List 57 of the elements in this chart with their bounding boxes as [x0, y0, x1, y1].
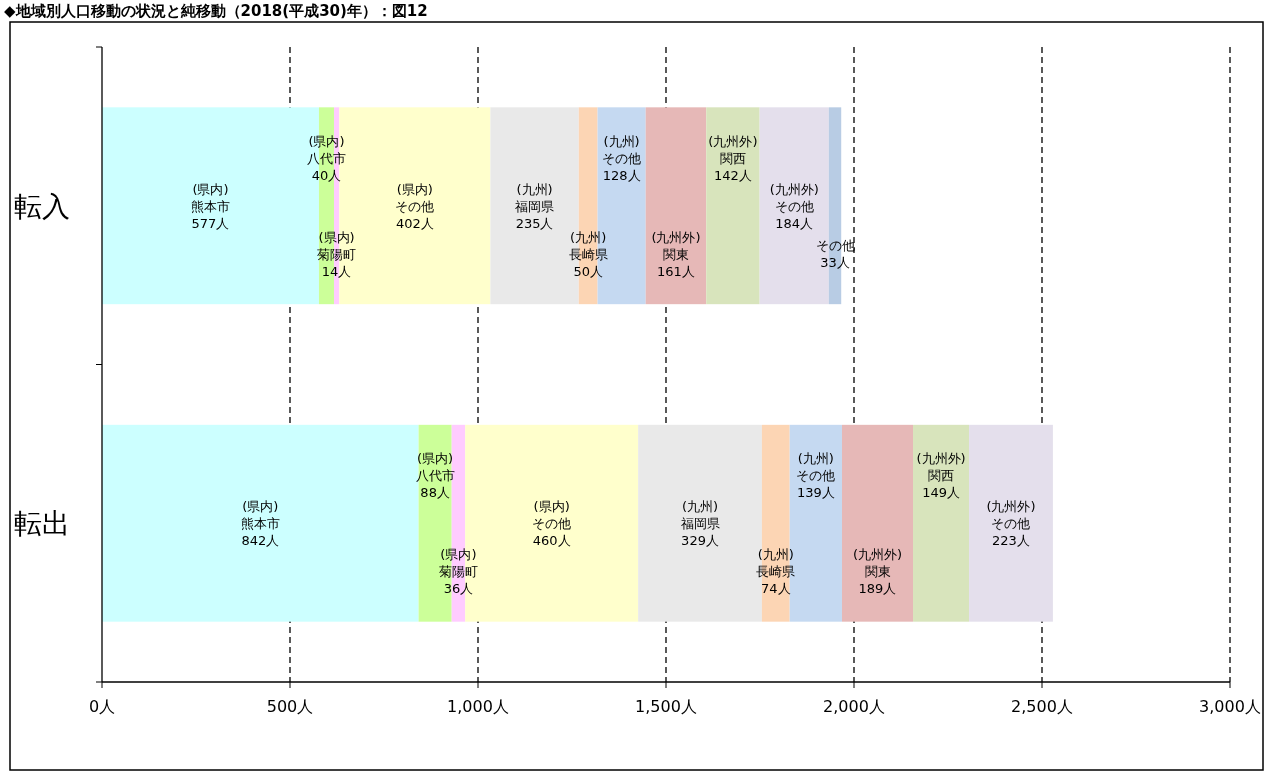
data-label: 40人 [311, 167, 342, 183]
x-tick-label: 1,500人 [635, 697, 697, 716]
series-label: (九州) 長崎県 [756, 547, 796, 580]
series-label: (九州外) 関西 [708, 133, 758, 166]
chart-title: ◆地域別人口移動の状況と純移動（2018(平成30)年）：図12 [4, 2, 428, 20]
x-tick-label: 2,500人 [1011, 697, 1073, 716]
data-label: 223人 [992, 533, 1030, 549]
x-tick-label: 2,000人 [823, 697, 885, 716]
data-label: 460人 [532, 533, 571, 549]
series-label: (県内) その他 [395, 181, 435, 214]
data-label: 128人 [602, 167, 641, 183]
data-label: 139人 [796, 485, 835, 501]
text: (県内) 熊本市 [240, 499, 280, 532]
bar [841, 424, 914, 622]
data-label: 235人 [515, 215, 554, 231]
text: (県内) 八代市 [306, 133, 346, 166]
data-label: 184人 [775, 215, 814, 231]
data-label: 74人 [761, 581, 791, 597]
bar [969, 424, 1053, 622]
data-label: 189人 [858, 581, 897, 597]
text: (九州外) 関西 [916, 451, 966, 484]
series-label: (県内) 熊本市 [190, 181, 230, 214]
text: (県内) その他 [532, 499, 572, 532]
x-tick-label: 500人 [266, 697, 314, 716]
data-label: 402人 [395, 215, 434, 231]
data-label: 161人 [657, 263, 695, 279]
x-tick-label: 3,000人 [1199, 697, 1261, 716]
bar [645, 107, 707, 305]
text: (九州) 福岡県 [680, 499, 720, 532]
text: (九州外) 関東 [852, 547, 903, 580]
data-label: 33人 [820, 255, 850, 271]
data-label: 577人 [191, 215, 230, 231]
text: (九州) その他 [796, 451, 836, 484]
series-label: (県内) 八代市 [415, 451, 455, 484]
data-label: 142人 [714, 167, 752, 183]
data-label: 842人 [241, 533, 280, 549]
text: (九州) 長崎県 [568, 229, 608, 262]
y-tick-label: 転出 [14, 507, 70, 541]
data-label: 88人 [420, 485, 450, 501]
text: (九州外) その他 [986, 499, 1036, 532]
series-label: (県内) 菊陽町 [317, 229, 357, 262]
series-label: (九州) 福岡県 [515, 181, 555, 214]
data-label: 50人 [573, 263, 603, 279]
data-label: 329人 [681, 533, 719, 549]
bar [913, 424, 970, 622]
y-tick-label: 転入 [14, 189, 70, 223]
data-label: 14人 [321, 263, 352, 279]
data-label: 36人 [443, 581, 474, 597]
bar [706, 107, 760, 305]
text: (県内) 菊陽町 [438, 547, 478, 580]
series-label: (九州外) その他 [769, 181, 819, 214]
series-label: (九州) その他 [602, 133, 642, 166]
x-tick-label: 1,000人 [447, 697, 509, 716]
data-label: 149人 [922, 485, 960, 501]
x-tick-label: 0人 [88, 697, 116, 716]
series-label: (九州外) 関東 [651, 229, 701, 262]
series-label: その他 [815, 238, 855, 254]
